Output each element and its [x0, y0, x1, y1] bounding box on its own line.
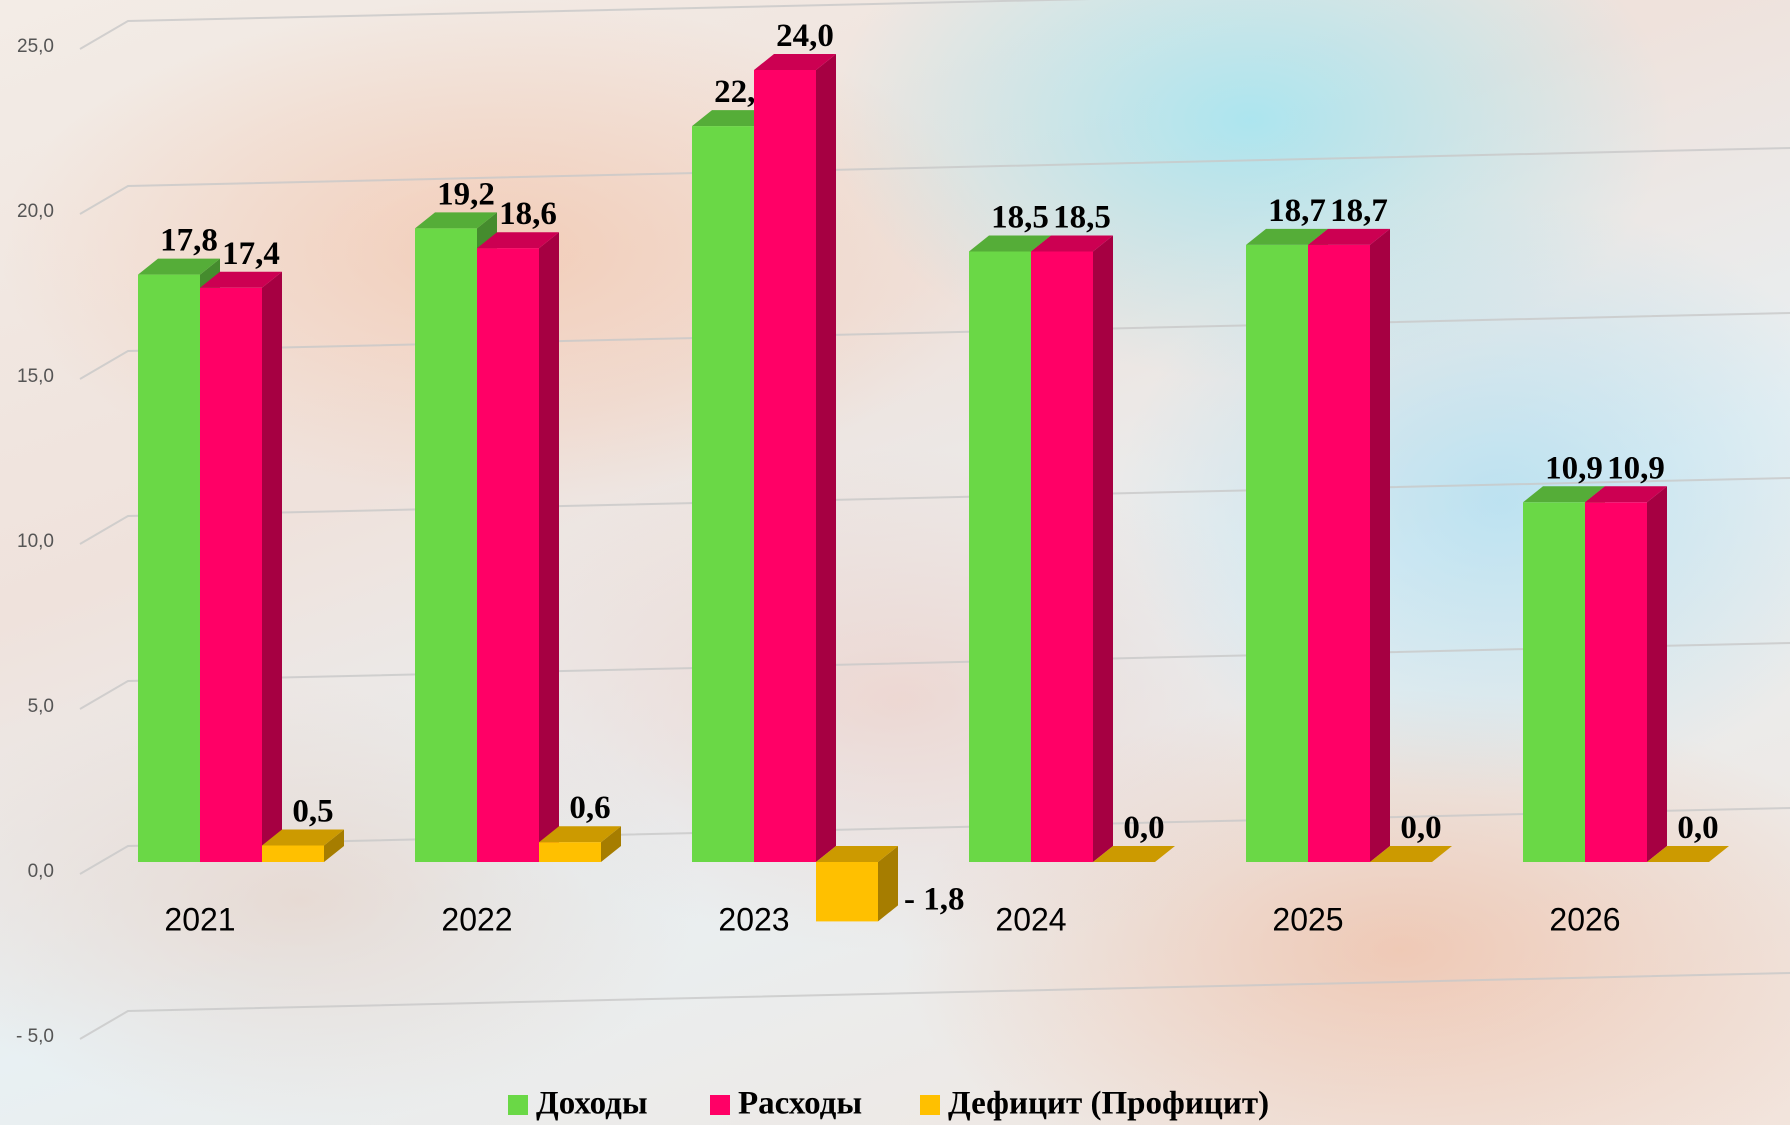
bar-side	[539, 232, 559, 862]
bar	[816, 846, 898, 921]
chart: - 5,0 0,0 5,0 10,0 15,0 20,0 25,0 2021 17,817,4 0…	[0, 0, 1790, 1125]
bar-front	[415, 228, 477, 862]
bar-side	[1647, 486, 1667, 862]
legend-swatch	[508, 1095, 528, 1115]
bar-front	[262, 846, 324, 863]
bar-front	[692, 126, 754, 862]
value-label: 0,0	[1400, 810, 1441, 846]
value-label: - 1,8	[904, 881, 965, 917]
bar	[754, 54, 836, 862]
grid-line	[80, 148, 1790, 214]
value-label: 17,4	[222, 236, 280, 272]
value-label: 0,6	[569, 790, 610, 826]
y-tick-label: 15,0	[17, 366, 54, 387]
value-label: 18,5	[1053, 200, 1111, 236]
bar-front	[1585, 502, 1647, 862]
bar-side	[262, 272, 282, 862]
legend-swatch	[710, 1095, 730, 1115]
page: {"chart_data": {"type": "bar3d", "catego…	[0, 0, 1790, 1125]
value-label: 0,0	[1677, 810, 1718, 846]
y-tick-label: 5,0	[28, 696, 54, 717]
value-label: 18,5	[991, 200, 1049, 236]
bar-front	[816, 862, 878, 921]
bar-side	[1093, 236, 1113, 863]
y-tick-label: - 5,0	[16, 1026, 54, 1047]
y-tick-label: 20,0	[17, 201, 54, 222]
y-tick-label: 10,0	[17, 531, 54, 552]
bar-front	[1246, 245, 1308, 862]
value-label: 17,8	[160, 223, 218, 259]
bar-front	[200, 288, 262, 862]
bar-front	[754, 70, 816, 862]
bar	[477, 232, 559, 862]
y-tick-label: 0,0	[28, 861, 54, 882]
legend-swatch	[920, 1095, 940, 1115]
value-label: 18,7	[1330, 193, 1388, 229]
bar-front	[1308, 245, 1370, 862]
legend-label: Дефицит (Профицит)	[948, 1086, 1269, 1122]
value-label: 0,5	[292, 794, 333, 830]
x-tick-label: 2023	[718, 901, 789, 937]
bar-front	[539, 842, 601, 862]
value-label: 10,9	[1545, 450, 1603, 486]
x-tick-label: 2025	[1272, 901, 1343, 937]
value-label: 10,9	[1607, 450, 1665, 486]
bar	[200, 272, 282, 862]
y-tick-label: 25,0	[17, 36, 54, 57]
x-tick-label: 2022	[441, 901, 512, 937]
bar-side	[816, 54, 836, 862]
bar-front	[477, 248, 539, 862]
bar-front	[969, 252, 1031, 863]
value-label: 18,7	[1268, 193, 1326, 229]
legend-label: Расходы	[738, 1086, 862, 1122]
x-tick-label: 2021	[164, 901, 235, 937]
bar-side	[1370, 229, 1390, 862]
x-tick-label: 2024	[995, 901, 1066, 937]
bar	[1031, 236, 1113, 863]
legend-label: Доходы	[536, 1086, 648, 1122]
bar	[1308, 229, 1390, 862]
x-tick-label: 2026	[1549, 901, 1620, 937]
value-label: 19,2	[437, 176, 495, 212]
value-label: 0,0	[1123, 810, 1164, 846]
bar-front	[138, 275, 200, 862]
value-label: 18,6	[499, 196, 557, 232]
value-label: 24,0	[776, 18, 834, 54]
grid-line	[80, 973, 1790, 1039]
bar	[1585, 486, 1667, 862]
grid-line	[80, 313, 1790, 379]
grid-line	[80, 0, 1790, 49]
bar-front	[1031, 252, 1093, 863]
bar-front	[1523, 502, 1585, 862]
